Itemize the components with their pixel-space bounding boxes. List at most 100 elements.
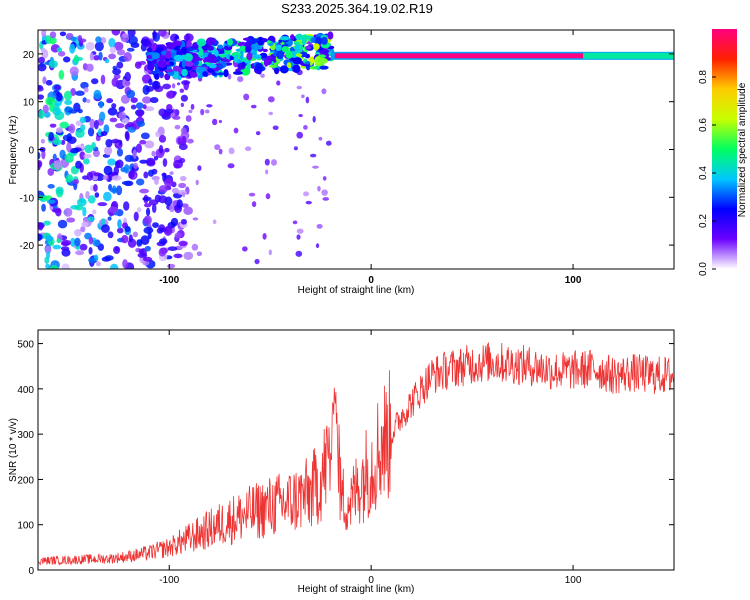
spectrogram-noise-blob — [38, 222, 44, 231]
spectrogram-faint-blob — [321, 88, 327, 95]
spectrogram-noise-blob — [171, 187, 179, 194]
spectrogram-faint-blob — [325, 140, 332, 146]
spectrogram-noise-blob — [69, 237, 76, 247]
spectrogram-onset-blob — [217, 44, 224, 50]
spectrogram-noise-blob — [64, 99, 73, 106]
spectrogram-noise-blob — [118, 111, 127, 120]
spectrogram-noise-blob — [140, 132, 150, 140]
spectrogram-noise-blob — [86, 63, 94, 72]
spectrogram-noise-blob — [41, 30, 47, 38]
spectrogram-noise-blob — [141, 96, 152, 104]
spectrogram-noise-blob — [116, 148, 124, 157]
spectrogram-faint-blob — [200, 108, 205, 116]
spectrogram-noise-blob — [183, 251, 194, 261]
snr-series-line — [38, 342, 674, 566]
spectrogram-noise-blob — [51, 208, 62, 213]
spectrogram-noise-blob — [153, 155, 159, 161]
spectrogram-onset-blob — [279, 36, 290, 41]
spectrogram-onset-blob — [295, 53, 303, 57]
spectrogram-noise-blob — [123, 164, 130, 174]
spectrogram-noise-blob — [148, 199, 159, 206]
spectrogram-noise-blob — [179, 88, 185, 93]
spectrogram-noise-blob — [43, 220, 51, 226]
spectrogram-noise-blob — [178, 143, 188, 151]
spectrogram-faint-blob — [264, 158, 270, 166]
spectrogram-faint-blob — [296, 85, 302, 90]
spectrogram-noise-blob — [41, 203, 46, 212]
snr-y-tick-label: 500 — [17, 340, 34, 351]
spectrogram-faint-blob — [301, 94, 305, 99]
spectrogram-noise-blob — [169, 204, 175, 213]
spectrogram-onset-blob — [256, 36, 265, 46]
spectrogram-noise-blob — [92, 149, 100, 158]
spectrogram-noise-blob — [52, 244, 62, 250]
spectrogram-onset-blob — [190, 72, 198, 78]
spectrogram-noise-blob — [91, 78, 99, 85]
spectrogram-onset-blob — [224, 49, 232, 55]
spectrogram-noise-blob — [140, 235, 150, 246]
spectrogram-noise-blob — [76, 198, 87, 207]
spectrogram-noise-blob — [146, 159, 156, 167]
spectrogram-noise-blob — [176, 199, 183, 209]
spectrogram-noise-blob — [152, 30, 157, 40]
spectrogram-onset-blob — [252, 54, 262, 60]
spectrogram-faint-blob — [227, 163, 235, 169]
spectrogram-noise-blob — [49, 31, 57, 39]
spectrogram-noise-blob — [167, 263, 176, 269]
spectrogram-noise-blob — [59, 31, 67, 37]
spectrogram-noise-blob — [132, 149, 137, 160]
spectrogram-noise-blob — [124, 225, 131, 233]
spectrogram-faint-blob — [267, 96, 275, 103]
spectrogram-faint-blob — [268, 249, 272, 256]
spectrogram-noise-blob — [38, 63, 47, 72]
spectrogram-faint-blob — [218, 119, 223, 124]
spectrogram-noise-blob — [69, 43, 76, 54]
spectrogram-faint-blob — [186, 138, 194, 144]
spectrogram-noise-blob — [44, 245, 52, 255]
spectrogram-noise-blob — [115, 159, 124, 169]
spectrogram-faint-blob — [312, 165, 319, 169]
spectrogram-noise-blob — [89, 118, 96, 129]
colorbar-tick-label: 0.8 — [698, 70, 709, 84]
spectrogram-noise-blob — [38, 152, 41, 160]
spectrogram-faint-blob — [242, 246, 248, 252]
spectrogram-noise-blob — [133, 162, 138, 169]
spectrogram-noise-blob — [56, 238, 61, 244]
spectrogram-noise-blob — [173, 253, 183, 259]
spectrogram-noise-blob — [75, 160, 82, 169]
spectrogram-noise-blob — [100, 131, 108, 137]
spectrogram-noise-blob — [38, 233, 43, 242]
spectrogram-onset-blob — [304, 61, 311, 65]
spectrogram-onset-blob — [246, 63, 252, 70]
spectrogram-noise-blob — [139, 188, 149, 194]
spectrogram-noise-blob — [78, 38, 87, 43]
spectrogram-faint-blob — [233, 127, 239, 134]
spectrogram-noise-blob — [139, 139, 147, 145]
spectrogram-noise-blob — [100, 74, 106, 85]
spectrogram-noise-blob — [45, 235, 54, 242]
spectrogram-onset-blob — [290, 34, 295, 41]
spectrogram-noise-blob — [104, 145, 113, 156]
spectrogram-onset-blob — [186, 47, 194, 52]
spectrogram-noise-blob — [85, 191, 90, 199]
spectrogram-x-ticks: -100 0 100 — [159, 30, 582, 286]
spectrogram-faint-blob — [265, 193, 271, 200]
spectrogram-noise-blob — [87, 127, 95, 137]
spectrogram-noise-blob — [126, 89, 136, 99]
spectrogram-noise-blob — [145, 85, 155, 92]
spectrogram-noise-blob — [143, 215, 152, 226]
spectrogram-onset-blob — [263, 58, 269, 67]
spectrogram-noise-blob — [123, 201, 130, 211]
spectrogram-faint-blob — [262, 233, 267, 240]
spectrogram-noise-blob — [163, 225, 173, 236]
spectrogram-onset-blob — [155, 44, 165, 48]
spectrogram-noise-blob — [132, 231, 139, 238]
spectrogram-noise-blob — [152, 222, 159, 228]
spectrogram-noise-blob — [103, 165, 113, 176]
spectrogram-noise-blob — [70, 36, 77, 42]
spectrogram-noise-blob — [45, 96, 56, 106]
spectrogram-faint-blob — [255, 131, 261, 136]
spectrogram-noise-blob — [124, 130, 130, 140]
spectrogram-noise-blob — [136, 120, 146, 127]
spectrogram-noise-blob — [49, 265, 59, 269]
